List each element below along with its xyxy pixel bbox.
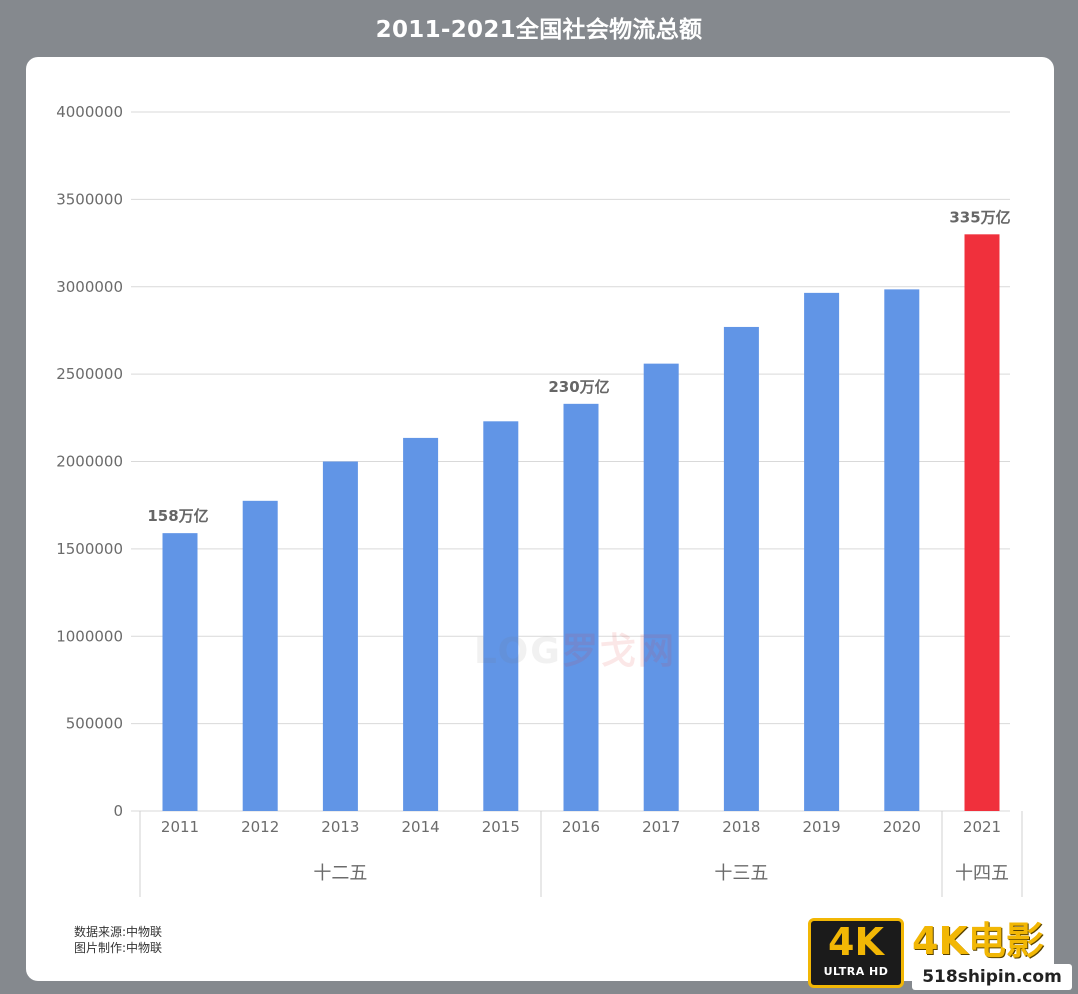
brand-name: 4K电影: [912, 919, 1044, 963]
y-tick-label: 500000: [66, 715, 123, 733]
x-tick-label: 2011: [161, 818, 199, 836]
bar-2011: [162, 533, 198, 811]
group-label: 十二五: [313, 863, 367, 884]
bar-chart: 0 500000 1000000 1500000 2000000 2500000 30000…: [56, 103, 1023, 897]
chart-card: 0 500000 1000000 1500000 2000000 2500000 30000…: [26, 57, 1054, 981]
y-tick-label: 3500000: [56, 190, 123, 208]
x-tick-label: 2019: [803, 818, 841, 836]
y-tick-label: 2000000: [56, 453, 123, 471]
bar-2017: [643, 363, 679, 811]
y-tick-label: 4000000: [56, 103, 123, 121]
brand-url[interactable]: 518shipin.com: [912, 964, 1072, 990]
bar-2019: [804, 292, 840, 811]
bar-2020: [884, 289, 920, 812]
bar-2018: [723, 326, 759, 811]
bar-2016: [563, 403, 599, 811]
watermark: LOG罗戈网: [474, 631, 676, 672]
data-source-note: 数据来源:中物联: [74, 925, 163, 939]
x-tick-label: 2020: [883, 818, 921, 836]
brand-badge-4k: 4K: [828, 920, 884, 964]
bar-2015: [483, 421, 519, 811]
data-label-2021: 335万亿: [949, 208, 1010, 226]
bar-2013: [322, 461, 358, 811]
y-tick-label: 0: [113, 802, 123, 820]
x-tick-label: 2015: [482, 818, 520, 836]
y-tick-label: 3000000: [56, 278, 123, 296]
x-tick-label: 2021: [963, 818, 1001, 836]
x-tick-label: 2018: [722, 818, 760, 836]
group-label: 十四五: [955, 863, 1009, 884]
x-tick-label: 2014: [402, 818, 440, 836]
data-label-2016: 230万亿: [548, 378, 609, 396]
x-tick-label: 2017: [642, 818, 680, 836]
x-tick-label: 2012: [241, 818, 279, 836]
x-tick-label: 2013: [321, 818, 359, 836]
bar-2012: [242, 500, 278, 811]
y-tick-label: 2500000: [56, 365, 123, 383]
group-label: 十三五: [714, 863, 768, 884]
x-tick-label: 2016: [562, 818, 600, 836]
chart-title: 2011-2021全国社会物流总额: [375, 17, 703, 43]
brand-badge-uhd: ULTRA HD: [823, 965, 889, 978]
brand-badge: 4K ULTRA HD: [808, 918, 904, 988]
image-maker-note: 图片制作:中物联: [74, 941, 163, 955]
y-tick-label: 1000000: [56, 627, 123, 645]
bar-2021: [964, 234, 1000, 811]
bar-2014: [403, 437, 439, 811]
y-tick-label: 1500000: [56, 540, 123, 558]
data-label-2011: 158万亿: [147, 507, 208, 525]
